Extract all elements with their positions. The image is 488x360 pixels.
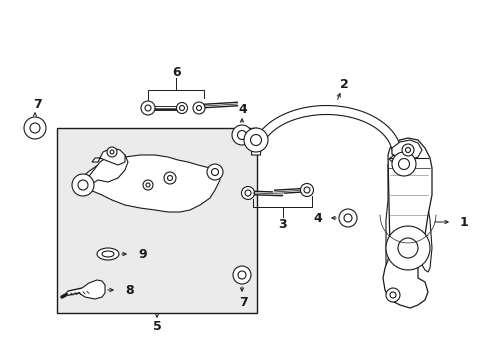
Polygon shape (385, 158, 399, 272)
Circle shape (176, 103, 187, 113)
Circle shape (231, 125, 251, 145)
Text: 9: 9 (138, 248, 146, 261)
Circle shape (78, 180, 88, 190)
Circle shape (142, 180, 153, 190)
Polygon shape (79, 280, 105, 299)
Text: 5: 5 (152, 320, 161, 333)
Polygon shape (382, 138, 431, 308)
Circle shape (206, 164, 223, 180)
Circle shape (238, 271, 245, 279)
Circle shape (167, 176, 172, 180)
Text: 6: 6 (172, 66, 181, 78)
Circle shape (211, 168, 218, 176)
Circle shape (244, 128, 267, 152)
Polygon shape (391, 140, 421, 160)
Polygon shape (78, 155, 220, 212)
Circle shape (141, 101, 155, 115)
Text: 4: 4 (313, 212, 321, 225)
Ellipse shape (102, 251, 114, 257)
Circle shape (398, 158, 408, 170)
Circle shape (385, 226, 429, 270)
Circle shape (107, 147, 117, 157)
Circle shape (304, 187, 309, 193)
Polygon shape (80, 152, 128, 190)
Text: 8: 8 (125, 284, 133, 297)
Text: 2: 2 (340, 77, 348, 90)
Circle shape (110, 150, 114, 154)
Text: 1: 1 (459, 216, 468, 229)
Circle shape (338, 209, 356, 227)
Text: 4: 4 (238, 103, 247, 116)
Text: 7: 7 (238, 296, 247, 309)
Circle shape (405, 148, 409, 153)
Ellipse shape (97, 248, 119, 260)
Circle shape (343, 214, 351, 222)
Polygon shape (92, 148, 125, 165)
Circle shape (237, 131, 246, 140)
Circle shape (397, 238, 417, 258)
Polygon shape (251, 105, 401, 155)
Circle shape (163, 172, 176, 184)
Bar (57, 128, 257, 313)
Circle shape (244, 190, 250, 196)
Polygon shape (419, 158, 431, 272)
Circle shape (193, 102, 204, 114)
Polygon shape (388, 150, 402, 173)
Circle shape (232, 266, 250, 284)
Circle shape (145, 105, 151, 111)
Text: 7: 7 (33, 98, 41, 111)
Circle shape (385, 288, 399, 302)
Circle shape (30, 123, 40, 133)
Circle shape (196, 105, 201, 111)
Text: 3: 3 (278, 217, 286, 230)
Circle shape (300, 184, 313, 197)
Circle shape (179, 105, 184, 111)
Circle shape (391, 152, 415, 176)
Circle shape (241, 186, 254, 199)
Circle shape (24, 117, 46, 139)
Circle shape (389, 292, 395, 298)
Circle shape (146, 183, 150, 187)
Circle shape (401, 144, 413, 156)
Circle shape (250, 135, 261, 145)
Circle shape (72, 174, 94, 196)
